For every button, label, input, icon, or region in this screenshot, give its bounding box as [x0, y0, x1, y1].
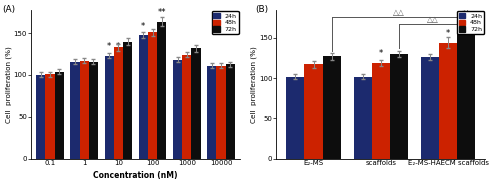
Legend: 24h, 48h, 72h: 24h, 48h, 72h — [212, 11, 238, 34]
Bar — [36, 75, 46, 158]
Bar — [390, 54, 408, 158]
Y-axis label: Cell  proliferation (%): Cell proliferation (%) — [6, 46, 12, 123]
Bar — [157, 22, 166, 158]
Bar — [216, 66, 226, 158]
Bar — [54, 72, 64, 158]
Legend: 24h, 48h, 72h: 24h, 48h, 72h — [457, 11, 484, 34]
Text: △△: △△ — [427, 15, 438, 24]
Bar — [80, 61, 89, 158]
Bar — [70, 62, 80, 158]
Bar — [226, 64, 235, 158]
X-axis label: Concentration (nM): Concentration (nM) — [93, 171, 178, 180]
Bar — [354, 77, 372, 158]
Bar — [138, 35, 148, 158]
Bar — [46, 74, 54, 158]
Bar — [322, 57, 341, 158]
Text: *: * — [116, 42, 120, 51]
Bar — [304, 65, 322, 158]
Bar — [148, 32, 157, 158]
Text: △△: △△ — [393, 8, 405, 17]
Bar — [207, 66, 216, 158]
Bar — [286, 77, 304, 158]
Bar — [192, 48, 200, 158]
Bar — [114, 47, 123, 158]
Text: *: * — [107, 42, 111, 51]
Bar — [458, 25, 475, 158]
Bar — [372, 63, 390, 158]
Bar — [421, 57, 439, 158]
Bar — [439, 43, 458, 158]
Bar — [182, 55, 192, 158]
Text: (B): (B) — [256, 5, 268, 14]
Text: **: ** — [158, 7, 166, 17]
Bar — [123, 42, 132, 158]
Text: *: * — [378, 49, 383, 58]
Y-axis label: Cell  proliferation (%): Cell proliferation (%) — [251, 46, 258, 123]
Text: *: * — [141, 22, 146, 31]
Text: (A): (A) — [2, 5, 15, 14]
Bar — [173, 60, 182, 158]
Bar — [104, 56, 114, 158]
Bar — [89, 62, 98, 158]
Text: *: * — [446, 29, 450, 38]
Text: **: ** — [462, 10, 470, 20]
